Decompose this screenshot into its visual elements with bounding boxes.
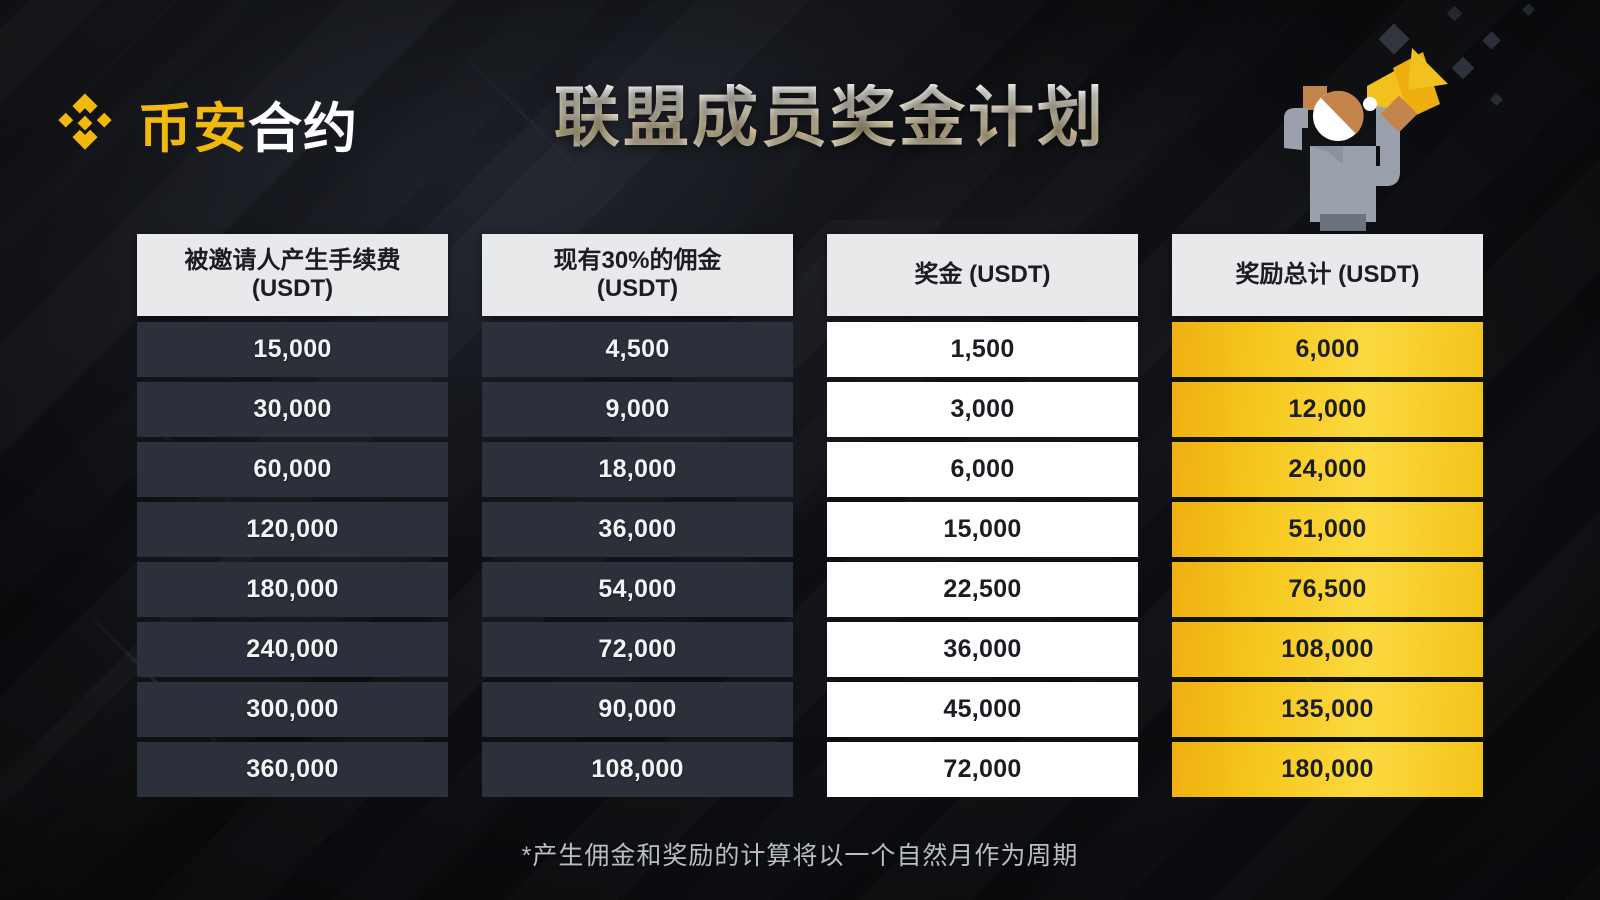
table-cell: 76,500 bbox=[1172, 562, 1483, 617]
table-column-0: 被邀请人产生手续费 (USDT) 15,000 30,000 60,000 12… bbox=[137, 234, 448, 802]
table-cell: 15,000 bbox=[827, 502, 1138, 557]
table-column-2: 奖金 (USDT) 1,500 3,000 6,000 15,000 22,50… bbox=[827, 234, 1138, 802]
column-header-2: 奖金 (USDT) bbox=[827, 234, 1138, 316]
brand-name-white: 合约 bbox=[248, 99, 358, 159]
table-cell: 36,000 bbox=[482, 502, 793, 557]
table-cell: 108,000 bbox=[1172, 622, 1483, 677]
table-cell: 72,000 bbox=[827, 742, 1138, 797]
brand-name-gold: 币安 bbox=[138, 99, 248, 159]
table-cell: 240,000 bbox=[137, 622, 448, 677]
column-header-0: 被邀请人产生手续费 (USDT) bbox=[137, 234, 448, 316]
page-title: 联盟成员奖金计划 bbox=[0, 84, 1600, 150]
table-cell: 9,000 bbox=[482, 382, 793, 437]
table-cell: 1,500 bbox=[827, 322, 1138, 377]
table-cell: 15,000 bbox=[137, 322, 448, 377]
table-cell: 60,000 bbox=[137, 442, 448, 497]
illus-left-arm bbox=[1284, 108, 1308, 150]
footnote-text: *产生佣金和奖励的计算将以一个自然月作为周期 bbox=[521, 842, 1079, 870]
table-cell: 45,000 bbox=[827, 682, 1138, 737]
table-cell: 51,000 bbox=[1172, 502, 1483, 557]
table-cell: 180,000 bbox=[1172, 742, 1483, 797]
table-cell: 6,000 bbox=[1172, 322, 1483, 377]
table-cell: 3,000 bbox=[827, 382, 1138, 437]
table-cell: 135,000 bbox=[1172, 682, 1483, 737]
illus-orange-diamond-icon bbox=[1380, 95, 1418, 133]
table-cell: 108,000 bbox=[482, 742, 793, 797]
table-cell: 12,000 bbox=[1172, 382, 1483, 437]
table-cell: 18,000 bbox=[482, 442, 793, 497]
table-cell: 54,000 bbox=[482, 562, 793, 617]
person-with-megaphone-illustration bbox=[1284, 48, 1448, 231]
table-cell: 180,000 bbox=[137, 562, 448, 617]
rewards-table: 被邀请人产生手续费 (USDT) 15,000 30,000 60,000 12… bbox=[137, 234, 1483, 802]
column-header-0-line2: (USDT) bbox=[251, 275, 334, 302]
brand-name: 币安合约 bbox=[138, 102, 358, 156]
brand-logo: 币安合约 bbox=[48, 92, 358, 166]
table-cell: 30,000 bbox=[137, 382, 448, 437]
table-cell: 72,000 bbox=[482, 622, 793, 677]
column-header-2-line1: 奖金 (USDT) bbox=[914, 260, 1051, 288]
column-header-3: 奖励总计 (USDT) bbox=[1172, 234, 1483, 316]
table-cell: 90,000 bbox=[482, 682, 793, 737]
table-column-3: 奖励总计 (USDT) 6,000 12,000 24,000 51,000 7… bbox=[1172, 234, 1483, 802]
table-cell: 36,000 bbox=[827, 622, 1138, 677]
table-cell: 6,000 bbox=[827, 442, 1138, 497]
table-cell: 22,500 bbox=[827, 562, 1138, 617]
column-header-1-line1: 现有30%的佣金 bbox=[553, 246, 722, 274]
table-column-1: 现有30%的佣金 (USDT) 4,500 9,000 18,000 36,00… bbox=[482, 234, 793, 802]
table-cell: 4,500 bbox=[482, 322, 793, 377]
table-cell: 24,000 bbox=[1172, 442, 1483, 497]
illus-pedestal bbox=[1320, 214, 1366, 231]
column-header-1: 现有30%的佣金 (USDT) bbox=[482, 234, 793, 316]
illus-head-shade bbox=[1321, 90, 1364, 134]
binance-diamond-icon bbox=[58, 93, 112, 150]
column-header-3-line1: 奖励总计 (USDT) bbox=[1235, 260, 1420, 288]
table-cell: 300,000 bbox=[137, 682, 448, 737]
table-cell: 360,000 bbox=[137, 742, 448, 797]
column-header-1-line2: (USDT) bbox=[596, 275, 679, 302]
illus-body-fold bbox=[1310, 146, 1343, 164]
column-header-0-line1: 被邀请人产生手续费 bbox=[184, 246, 401, 274]
table-cell: 120,000 bbox=[137, 502, 448, 557]
